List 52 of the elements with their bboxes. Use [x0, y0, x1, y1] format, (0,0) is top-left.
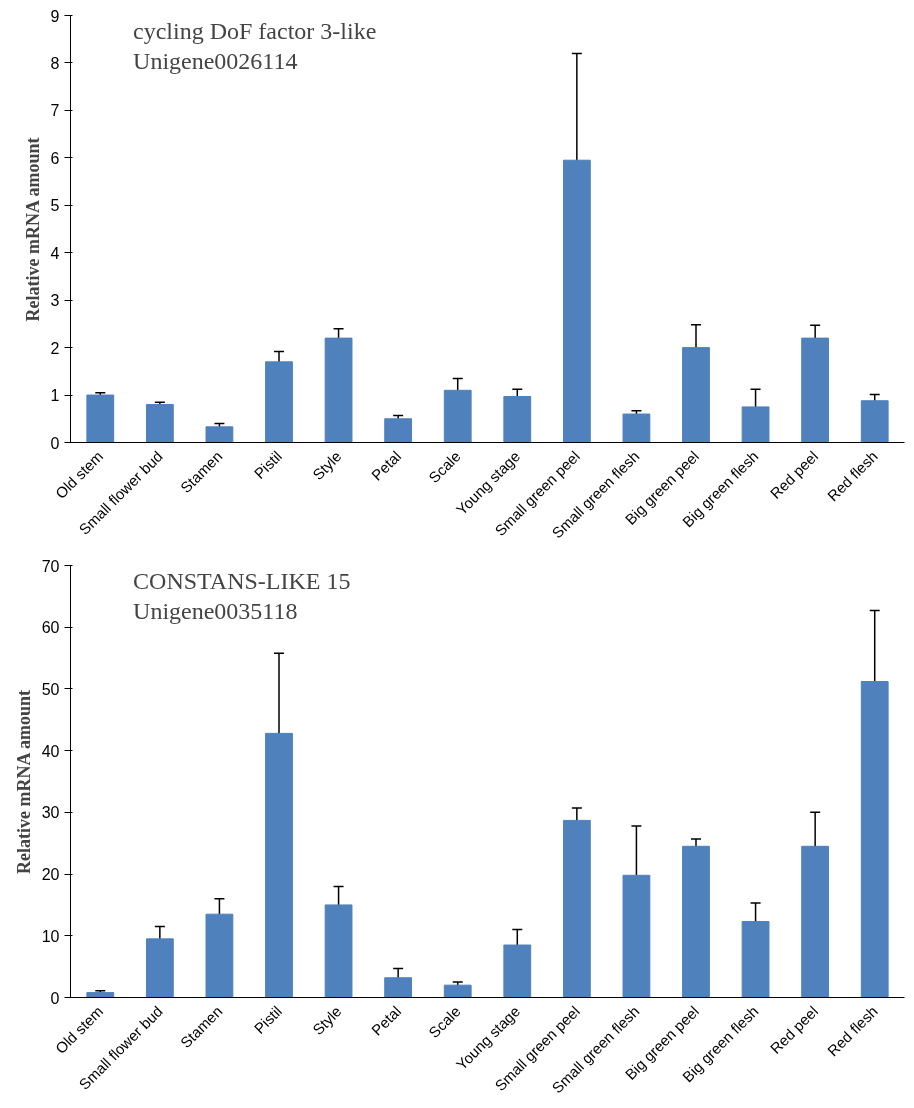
bar: [682, 347, 710, 443]
y-tick-label: 4: [50, 244, 60, 262]
y-axis-title: Relative mRNA amount: [13, 690, 34, 874]
bar: [682, 845, 710, 998]
bar: [741, 406, 770, 443]
y-tick-label: 8: [50, 54, 60, 72]
y-tick-label: 70: [41, 557, 60, 575]
y-tick-label: 3: [50, 292, 60, 310]
bar: [622, 413, 651, 443]
text: Unigene0035118: [133, 597, 298, 624]
bar: [801, 337, 830, 443]
chart-title: cycling DoF factor 3-like: [133, 17, 377, 44]
bar: [324, 904, 353, 998]
bar: [562, 159, 591, 443]
y-tick-label: 50: [41, 680, 60, 698]
y-tick-label: 2: [50, 339, 60, 357]
bar: [265, 732, 293, 998]
bar: [741, 921, 770, 998]
chart-title: CONSTANS-LIKE 15: [133, 567, 351, 594]
bar: [205, 426, 234, 443]
bar: [205, 913, 234, 998]
bar: [443, 984, 472, 998]
bar: [860, 400, 889, 443]
bar: [324, 337, 353, 443]
text: Unigene0026114: [133, 47, 298, 74]
y-tick-label: 5: [50, 197, 60, 215]
y-tick-label: 40: [41, 742, 60, 760]
y-tick-label: 20: [41, 866, 60, 884]
y-tick-label: 9: [50, 7, 60, 25]
bar: [860, 681, 889, 998]
y-tick-label: 1: [50, 387, 60, 405]
bar: [801, 845, 830, 998]
y-tick-label: 7: [50, 102, 60, 120]
bar: [86, 394, 115, 443]
bar: [443, 389, 472, 443]
y-tick-label: 10: [41, 927, 60, 945]
y-tick-label: 60: [41, 619, 60, 637]
bar: [145, 938, 174, 998]
bar: [145, 404, 174, 443]
bar: [503, 395, 532, 443]
bar: [384, 977, 413, 998]
bar: [562, 819, 591, 998]
y-tick-label: 6: [50, 149, 60, 167]
y-tick-label: 30: [41, 804, 60, 822]
y-tick-label: 0: [50, 434, 60, 452]
y-axis-title: Relative mRNA amount: [22, 137, 43, 322]
bar: [384, 418, 413, 443]
bar: [265, 361, 293, 443]
bar: [503, 944, 532, 998]
y-tick-label: 0: [50, 989, 60, 1007]
bar: [622, 874, 651, 998]
bar: [86, 992, 115, 998]
